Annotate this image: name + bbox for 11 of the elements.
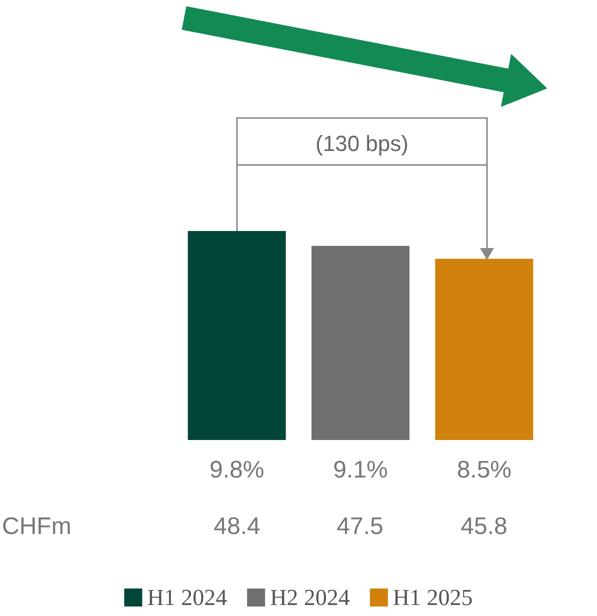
data-label: 8.5%: [456, 456, 512, 484]
text: 47.5: [336, 513, 384, 540]
text: 48.4: [214, 513, 260, 540]
legend-label: H1 2024: [147, 585, 228, 610]
text: 45.8: [460, 513, 508, 540]
data-label: 9.8%: [209, 456, 264, 484]
legend-label: H2 2024: [270, 585, 350, 610]
legend-label: H1 2025: [392, 585, 473, 610]
data-label: 9.1%: [333, 456, 388, 484]
text: (130 bps): [316, 131, 408, 156]
text: CHFm: [2, 513, 72, 540]
